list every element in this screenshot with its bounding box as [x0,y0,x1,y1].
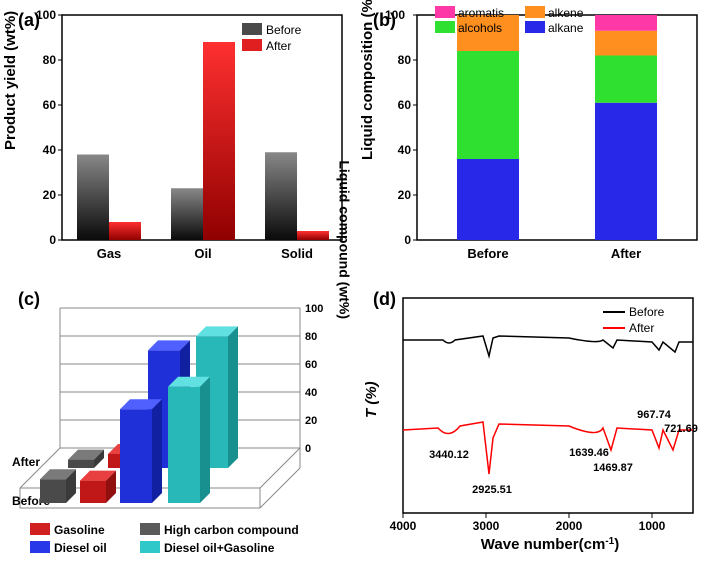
svg-text:80: 80 [305,331,317,343]
svg-text:After: After [266,39,291,53]
peak-3440: 3440.12 [429,449,469,461]
panel-d-tag: (d) [373,289,396,310]
svg-text:60: 60 [305,359,317,371]
svg-text:Before: Before [266,23,302,37]
svg-text:2000: 2000 [556,519,583,533]
svg-text:4000: 4000 [390,519,417,533]
svg-text:40: 40 [43,143,57,157]
svg-text:20: 20 [398,188,412,202]
panel-c-tag: (c) [18,289,40,310]
trace-after [403,422,693,474]
panel-a-tag: (a) [18,10,40,31]
bars-before-row [40,377,210,503]
xlabel-after: After [611,246,641,261]
svg-text:60: 60 [398,98,412,112]
peak-1469: 1469.87 [593,462,633,474]
svg-text:80: 80 [43,53,57,67]
panel-d-chart: 4000 3000 2000 1000 3440.12 2925.51 1639… [355,283,711,566]
panel-c-ylabel: Liquid compound (wt%) [337,160,353,319]
svg-text:High carbon compound: High carbon compound [164,523,299,537]
svg-text:After: After [629,321,654,335]
peak-2925: 2925.51 [472,484,512,496]
svg-text:0: 0 [305,443,311,455]
bar-after-stack [595,15,657,240]
panel-c-chart: 0 20 40 60 80 100 After Before [0,283,355,566]
panel-b-tag: (b) [373,10,396,31]
xlabel-gas: Gas [97,246,122,261]
peak-967: 967.74 [637,409,672,421]
svg-text:40: 40 [398,143,412,157]
panel-b-chart: 0 20 40 60 80 100 Before [355,0,711,283]
panel-d-ylabel: T (%) [363,381,380,418]
panel-a-ylabel: Product yield (wt%) [2,11,19,150]
bar-solid-before [265,152,297,240]
svg-text:60: 60 [43,98,57,112]
svg-text:20: 20 [305,415,317,427]
peak-1639: 1639.46 [569,447,609,459]
xlabel-before: Before [467,246,508,261]
svg-text:aromatis: aromatis [458,6,504,20]
bar-oil-after [203,42,235,240]
svg-text:Before: Before [629,305,665,319]
panel-b-ylabel: Liquid composition (%) [359,0,376,160]
panel-c-legend: Gasoline High carbon compound Diesel oil… [30,523,299,555]
trace-before [403,336,693,356]
svg-text:Diesel oil+Gasoline: Diesel oil+Gasoline [164,541,275,555]
panel-a-chart: 0 20 40 60 80 100 [0,0,355,283]
panel-c: (c) Liquid compound (wt%) 0 20 40 60 80 … [0,283,355,566]
svg-text:0: 0 [49,233,56,247]
panel-a-legend: Before After [242,23,302,53]
svg-text:3000: 3000 [473,519,500,533]
svg-text:alkane: alkane [548,21,584,35]
panel-b: (b) Liquid composition (%) 0 20 40 60 80… [355,0,711,283]
svg-text:80: 80 [398,53,412,67]
svg-text:alcohols: alcohols [458,21,502,35]
xlabel-oil: Oil [194,246,211,261]
bar-oil-before [171,188,203,240]
bar-solid-after [297,231,329,240]
svg-text:Gasoline: Gasoline [54,523,105,537]
svg-text:20: 20 [43,188,57,202]
bar-gas-after [109,222,141,240]
panel-d-legend: Before After [603,305,665,335]
svg-text:40: 40 [305,387,317,399]
panel-d: (d) T (%) 4000 3000 2000 1000 3440.12 29… [355,283,711,566]
svg-text:0: 0 [404,233,411,247]
svg-text:Diesel oil: Diesel oil [54,541,107,555]
svg-text:1000: 1000 [639,519,666,533]
svg-text:100: 100 [305,303,323,315]
panel-d-xlabel: Wave number(cm-1) [481,536,619,554]
panel-a: (a) Product yield (wt%) 0 20 40 60 80 10… [0,0,355,283]
row-after-label: After [12,455,40,469]
xlabel-solid: Solid [281,246,313,261]
svg-text:alkene: alkene [548,6,584,20]
bar-before-stack [457,15,519,240]
bar-gas-before [77,155,109,241]
peak-721: 721.69 [664,423,698,435]
